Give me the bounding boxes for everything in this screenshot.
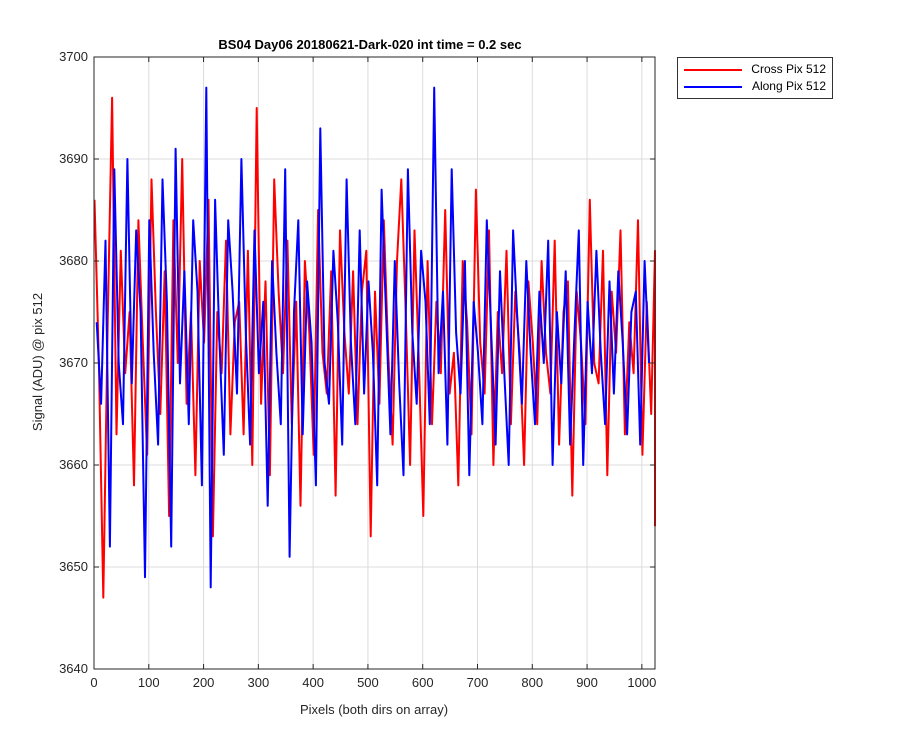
x-tick-label: 700 — [467, 675, 489, 690]
x-tick-label: 900 — [576, 675, 598, 690]
y-tick-label: 3700 — [59, 49, 88, 64]
y-tick-label: 3690 — [59, 151, 88, 166]
x-axis: 0 100 200 300 400 500 600 700 800 900 1000 — [90, 57, 656, 690]
legend-label-cross: Cross Pix 512 — [751, 62, 826, 76]
series-line-along-pix-512 — [95, 86, 650, 589]
x-tick-label: 400 — [302, 675, 324, 690]
legend-entry-along: Along Pix 512 — [678, 79, 832, 95]
x-tick-label: 100 — [138, 675, 160, 690]
legend: Cross Pix 512 Along Pix 512 — [677, 57, 833, 99]
x-tick-label: 200 — [193, 675, 215, 690]
x-axis-label: Pixels (both dirs on array) — [300, 702, 448, 717]
y-axis: 3640 3650 3660 3670 3680 3690 3700 — [59, 49, 655, 676]
legend-label-along: Along Pix 512 — [751, 79, 826, 93]
y-tick-label: 3650 — [59, 559, 88, 574]
legend-swatch-cross — [684, 69, 742, 71]
x-tick-label: 0 — [90, 675, 97, 690]
y-tick-label: 3640 — [59, 661, 88, 676]
y-tick-label: 3670 — [59, 355, 88, 370]
y-tick-label: 3660 — [59, 457, 88, 472]
x-tick-label: 600 — [412, 675, 434, 690]
legend-swatch-along — [684, 86, 742, 88]
x-tick-label: 1000 — [627, 675, 656, 690]
legend-entry-cross: Cross Pix 512 — [678, 62, 832, 78]
x-tick-label: 300 — [248, 675, 270, 690]
y-axis-label: Signal (ADU) @ pix 512 — [30, 293, 45, 431]
x-tick-label: 800 — [521, 675, 543, 690]
x-tick-label: 500 — [357, 675, 379, 690]
y-tick-label: 3680 — [59, 253, 88, 268]
series-layer — [93, 86, 656, 599]
chart-title: BS04 Day06 20180621-Dark-020 int time = … — [218, 37, 521, 52]
